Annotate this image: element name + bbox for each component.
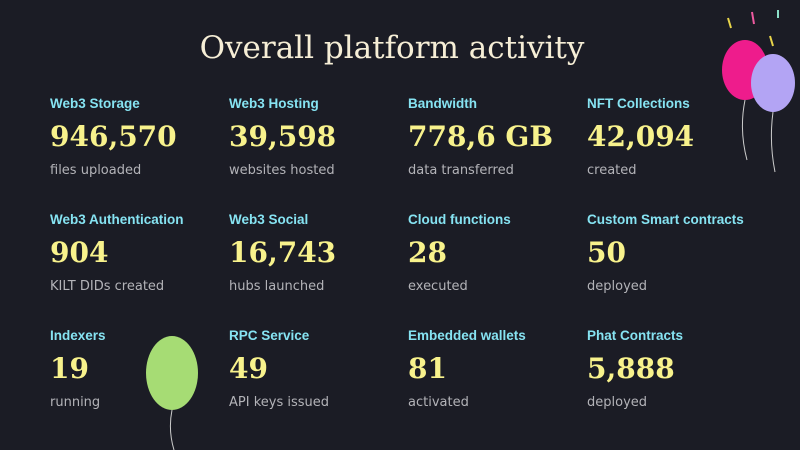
title: Overall platform activity xyxy=(200,30,585,66)
stat-label: Cloud functions xyxy=(408,212,511,227)
stat-label: Indexers xyxy=(50,328,106,343)
stat-label: NFT Collections xyxy=(587,96,690,111)
confetti xyxy=(751,11,755,25)
stat-label: Web3 Storage xyxy=(50,96,140,111)
stat-value: 49 xyxy=(229,352,268,385)
stat-label: Bandwidth xyxy=(408,96,477,111)
stat-value: 19 xyxy=(50,352,89,385)
stat-value: 50 xyxy=(587,236,626,269)
stat-label: Embedded wallets xyxy=(408,328,526,343)
stat-value: 5,888 xyxy=(587,352,675,385)
stat-value: 28 xyxy=(408,236,447,269)
stat-caption: activated xyxy=(408,395,469,410)
stat-caption: API keys issued xyxy=(229,395,329,410)
stat-label: Web3 Social xyxy=(229,212,308,227)
stat-value: 904 xyxy=(50,236,108,269)
stat-value: 778,6 GB xyxy=(408,120,553,153)
balloon-purple xyxy=(751,54,795,112)
stat-caption: data transferred xyxy=(408,163,514,178)
confetti xyxy=(727,17,732,29)
balloon-string xyxy=(741,99,748,161)
stat-caption: websites hosted xyxy=(229,163,335,178)
stat-value: 16,743 xyxy=(229,236,336,269)
stat-caption: running xyxy=(50,395,100,410)
stat-label: Web3 Authentication xyxy=(50,212,184,227)
stat-caption: files uploaded xyxy=(50,163,141,178)
stat-caption: hubs launched xyxy=(229,279,324,294)
stat-label: RPC Service xyxy=(229,328,310,343)
stat-caption: deployed xyxy=(587,395,647,410)
stat-caption: deployed xyxy=(587,279,647,294)
stat-value: 81 xyxy=(408,352,447,385)
balloon-green xyxy=(146,336,198,410)
stat-value: 946,570 xyxy=(50,120,177,153)
balloons xyxy=(146,10,795,450)
stat-caption: KILT DIDs created xyxy=(50,279,164,294)
stat-value: 39,598 xyxy=(229,120,336,153)
stat-caption: created xyxy=(587,163,637,178)
stat-caption: executed xyxy=(408,279,468,294)
stat-label: Custom Smart contracts xyxy=(587,212,744,227)
balloon-string xyxy=(770,111,776,173)
stat-value: 42,094 xyxy=(587,120,694,153)
stat-label: Phat Contracts xyxy=(587,328,683,343)
stat-label: Web3 Hosting xyxy=(229,96,319,111)
confetti xyxy=(769,35,774,47)
balloon-string xyxy=(169,409,175,450)
